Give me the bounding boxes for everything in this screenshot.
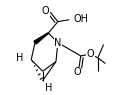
Polygon shape bbox=[34, 33, 48, 44]
Text: O: O bbox=[42, 6, 49, 16]
Text: H: H bbox=[16, 53, 24, 63]
Text: OH: OH bbox=[73, 14, 88, 24]
Text: O: O bbox=[73, 67, 81, 77]
Text: O: O bbox=[86, 49, 94, 59]
Text: N: N bbox=[54, 38, 61, 48]
Text: H: H bbox=[45, 83, 52, 93]
